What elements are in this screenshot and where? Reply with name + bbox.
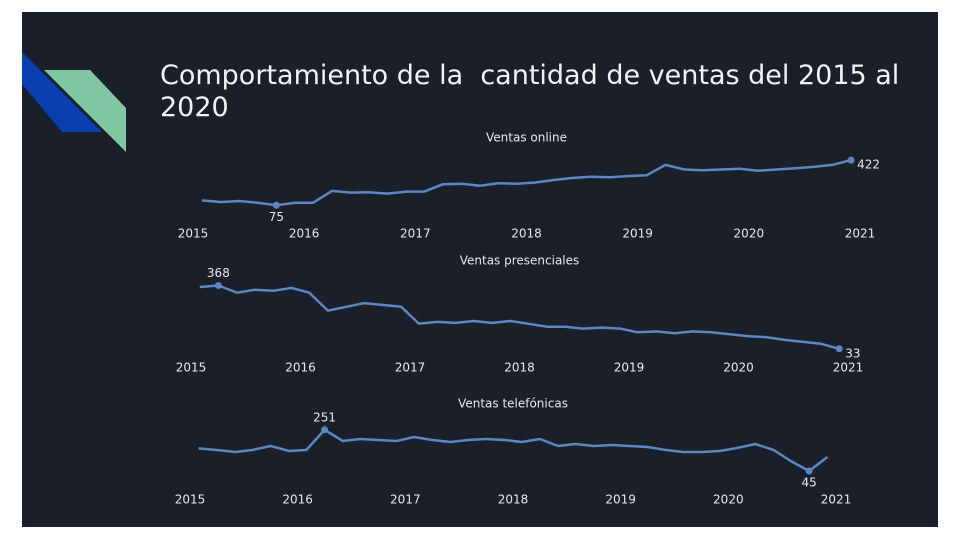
x-tick-label: 2020	[723, 361, 754, 375]
point-marker	[321, 426, 329, 434]
x-tick-label: 2018	[504, 361, 535, 375]
x-tick-label: 2015	[178, 227, 209, 241]
x-tick-label: 2020	[734, 227, 765, 241]
point-marker	[272, 201, 280, 209]
line	[199, 284, 840, 351]
point-marker	[847, 156, 855, 164]
data-label: 251	[313, 410, 336, 424]
x-tick-label: 2019	[614, 361, 645, 375]
x-tick-label: 2016	[282, 493, 313, 507]
chart-title: Ventas telefónicas	[458, 397, 568, 411]
point-marker	[805, 467, 813, 475]
x-tick-label: 2015	[176, 361, 207, 375]
x-tick-label: 2016	[285, 361, 316, 375]
data-label: 368	[207, 266, 230, 280]
point-marker	[214, 281, 222, 289]
chart-title: Ventas presenciales	[460, 254, 580, 268]
x-tick-label: 2020	[713, 493, 744, 507]
data-label: 75	[269, 210, 284, 224]
data-label: 33	[845, 346, 860, 360]
x-tick-label: 2021	[821, 493, 852, 507]
x-tick-label: 2021	[833, 361, 864, 375]
data-label: 422	[857, 158, 880, 172]
x-tick-label: 2017	[390, 493, 421, 507]
x-tick-label: 2017	[400, 227, 431, 241]
point-marker	[835, 345, 843, 353]
line	[201, 158, 852, 207]
x-tick-label: 2015	[175, 493, 206, 507]
chart-title: Ventas online	[486, 131, 567, 145]
data-label: 45	[801, 476, 816, 490]
x-tick-label: 2019	[622, 227, 653, 241]
x-tick-label: 2017	[395, 361, 426, 375]
x-tick-label: 2016	[289, 227, 320, 241]
x-tick-label: 2018	[498, 493, 529, 507]
x-tick-label: 2018	[511, 227, 542, 241]
decor-green	[44, 70, 126, 152]
chart-area: Ventas online 2015 2016 2017 2018 2019 2020 202…	[22, 52, 880, 507]
decor-blue	[22, 52, 102, 132]
line	[198, 428, 829, 473]
x-tick-label: 2019	[605, 493, 636, 507]
slide: Ventas online 2015 2016 2017 2018 2019 2020 202…	[22, 12, 938, 527]
slide-title: Comportamiento de la cantidad de ventas …	[160, 60, 908, 123]
x-tick-label: 2021	[845, 227, 876, 241]
